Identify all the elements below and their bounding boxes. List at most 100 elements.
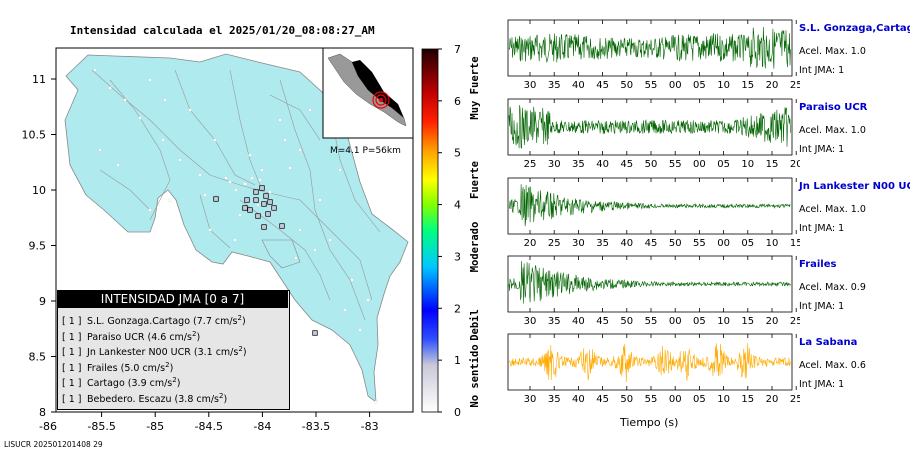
trace-time-tick: 05 <box>693 80 706 91</box>
legend-accel-value: (3.1 cm/s <box>193 347 239 359</box>
station-jma-intensity: Int JMA: 1 <box>799 65 845 76</box>
trace-time-tick: 40 <box>572 394 585 405</box>
trace-time-tick: 55 <box>645 316 658 327</box>
trace-time-tick: 55 <box>645 80 658 91</box>
trace-time-tick: 45 <box>596 316 609 327</box>
trace-time-tick: 30 <box>572 238 585 249</box>
trace-time-tick: 05 <box>693 394 706 405</box>
trace-time-tick: 55 <box>669 159 682 170</box>
map-x-tick: -84.5 <box>195 420 223 433</box>
legend-station-name: Paraiso UCR <box>84 331 148 343</box>
trace-time-tick: 05 <box>717 159 730 170</box>
trace-time-tick: 55 <box>693 238 706 249</box>
trace-time-tick: 25 <box>524 159 537 170</box>
colorbar-tick: 0 <box>454 406 461 419</box>
trace-time-tick: 45 <box>645 238 658 249</box>
station-jma-intensity: Int JMA: 1 <box>799 301 845 312</box>
trace-time-tick: 00 <box>669 80 682 91</box>
legend-intensity: [ 1 ] <box>62 347 82 359</box>
waveform-trace <box>508 343 791 383</box>
trace-time-tick: 15 <box>790 238 800 249</box>
trace-time-tick: 35 <box>548 394 561 405</box>
legend-accel-value: (3.8 cm/s <box>174 393 220 405</box>
map-x-tick: -85.5 <box>87 420 115 433</box>
legend-accel-value: (5.0 cm/s <box>120 362 166 374</box>
station-name: Frailes <box>799 259 837 270</box>
trace-time-tick: 45 <box>620 159 633 170</box>
colorbar-category: Muy Fuerte <box>469 56 481 119</box>
map-x-tick: -83 <box>361 420 379 433</box>
trace-time-tick: 55 <box>645 394 658 405</box>
station-jma-intensity: Int JMA: 1 <box>799 144 845 155</box>
trace-time-tick: 05 <box>693 316 706 327</box>
waveform-trace <box>508 184 791 227</box>
page-title: Intensidad calculada el 2025/01/20_08:08… <box>70 24 375 37</box>
trace-time-tick: 40 <box>596 159 609 170</box>
trace-time-tick: 20 <box>790 159 800 170</box>
map-x-tick: -86 <box>39 420 57 433</box>
map-y-tick: 10 <box>32 184 46 197</box>
legend-row: [ 1 ] Bebedero. Escazu (3.8 cm/s2) <box>62 391 228 405</box>
trace-time-tick: 00 <box>717 238 730 249</box>
trace-time-tick: 10 <box>741 159 754 170</box>
station-name: La Sabana <box>799 337 858 348</box>
map-y-tick: 9.5 <box>29 240 47 253</box>
trace-time-tick: 25 <box>548 238 561 249</box>
trace-panel: 30 35 40 45 50 55 00 05 10 15 20 25 <box>507 19 800 91</box>
waveform-trace <box>508 105 791 149</box>
station-max-accel: Acel. Max. 0.9 <box>799 282 866 293</box>
colorbar-tick: 6 <box>454 95 461 108</box>
trace-time-tick: 35 <box>572 159 585 170</box>
station-name: Paraiso UCR <box>799 102 868 113</box>
legend-accel-value: (4.6 cm/s <box>147 331 192 343</box>
legend-intensity: [ 1 ] <box>62 331 82 343</box>
legend-intensity: [ 1 ] <box>62 362 82 374</box>
map-y-axis: 11 10.5 10 9.5 9 8.5 8 <box>22 73 56 419</box>
legend-intensity: [ 1 ] <box>62 393 82 405</box>
trace-time-tick: 30 <box>524 80 537 91</box>
legend-title: INTENSIDAD JMA [0 a 7] <box>57 290 288 308</box>
colorbar-tick: 3 <box>454 250 461 263</box>
map-x-tick: -85 <box>146 420 164 433</box>
legend-intensity: [ 1 ] <box>62 316 82 328</box>
colorbar-tick: 1 <box>454 354 461 367</box>
trace-time-tick: 10 <box>717 316 730 327</box>
trace-time-tick: 30 <box>524 316 537 327</box>
trace-panel: 30 35 40 45 50 55 00 05 10 15 20 25 <box>507 255 800 327</box>
trace-time-tick: 00 <box>669 394 682 405</box>
road-network <box>91 69 381 321</box>
colorbar-category: Fuerte <box>469 161 481 199</box>
trace-time-tick: 15 <box>741 316 754 327</box>
station-jma-intensity: Int JMA: 1 <box>799 223 845 234</box>
trace-time-tick: 30 <box>524 394 537 405</box>
waveform-trace <box>508 261 791 304</box>
legend-box <box>57 290 290 410</box>
station-jma-intensity: Int JMA: 1 <box>799 379 845 390</box>
trace-time-tick: 40 <box>572 316 585 327</box>
inset-label: M=4.1 P=56km <box>330 146 401 156</box>
map-x-tick: -84 <box>253 420 271 433</box>
colorbar-tick: 4 <box>454 199 461 212</box>
legend-row: [ 1 ] S.L. Gonzaga.Cartago (7.7 cm/s2) <box>62 314 246 328</box>
colorbar: 0 1 2 3 4 5 6 7 No sentido Debil Moderado Fuerte Mu… <box>421 43 481 419</box>
trace-time-tick: 25 <box>790 80 800 91</box>
legend-station-name: S.L. Gonzaga.Cartago <box>84 316 194 328</box>
trace-time-tick: 50 <box>669 238 682 249</box>
legend-station-name: Jn Lankester N00 UCR <box>84 347 194 359</box>
colorbar-category: Moderado <box>469 222 481 273</box>
map-y-tick: 8 <box>39 406 46 419</box>
trace-time-tick: 15 <box>741 80 754 91</box>
trace-time-tick: 50 <box>645 159 658 170</box>
map-x-tick: -83.5 <box>302 420 330 433</box>
trace-time-tick: 00 <box>669 316 682 327</box>
trace-time-tick: 20 <box>766 316 779 327</box>
trace-time-tick: 30 <box>548 159 561 170</box>
station-max-accel: Acel. Max. 1.0 <box>799 125 866 136</box>
colorbar-category: No sentido <box>469 344 481 407</box>
legend-row: [ 1 ] Frailes (5.0 cm/s2) <box>62 360 174 374</box>
station-max-accel: Acel. Max. 1.0 <box>799 204 866 215</box>
time-axis-label: Tiempo (s) <box>620 416 679 429</box>
land-peninsula <box>261 239 301 269</box>
colorbar-category: Debil <box>469 309 481 341</box>
station-markers <box>213 185 318 336</box>
